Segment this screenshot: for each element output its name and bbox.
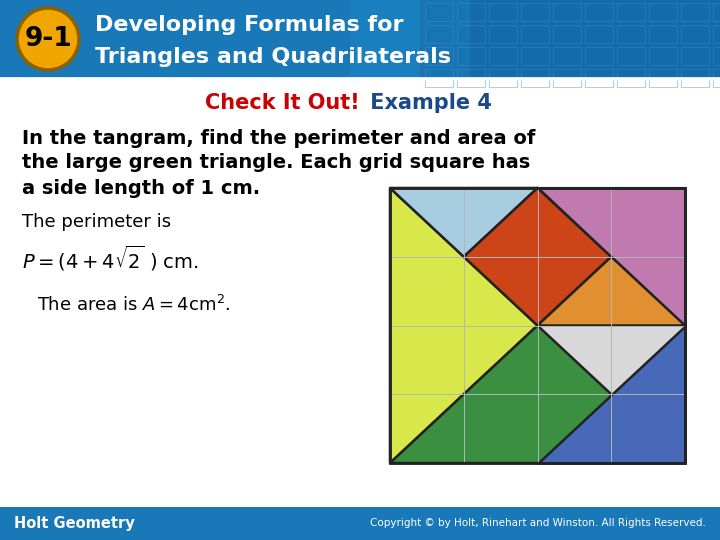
Bar — [649, 69, 677, 87]
Text: In the tangram, find the perimeter and area of: In the tangram, find the perimeter and a… — [22, 129, 536, 147]
Bar — [390, 188, 685, 463]
Bar — [649, 47, 677, 65]
Bar — [681, 25, 709, 43]
Bar — [553, 25, 581, 43]
Bar — [489, 25, 517, 43]
Text: the large green triangle. Each grid square has: the large green triangle. Each grid squa… — [22, 153, 530, 172]
Text: Copyright © by Holt, Rinehart and Winston. All Rights Reserved.: Copyright © by Holt, Rinehart and Winsto… — [370, 518, 706, 529]
Bar — [681, 69, 709, 87]
Bar — [617, 3, 645, 21]
Circle shape — [17, 8, 79, 70]
Bar — [553, 3, 581, 21]
Bar — [0, 507, 720, 540]
Text: Check It Out!: Check It Out! — [205, 93, 360, 113]
Bar — [521, 3, 549, 21]
Bar — [617, 47, 645, 65]
Bar — [457, 69, 485, 87]
Polygon shape — [538, 326, 685, 463]
Text: Holt Geometry: Holt Geometry — [14, 516, 135, 531]
Text: a side length of 1 cm.: a side length of 1 cm. — [22, 179, 260, 198]
Bar — [425, 3, 453, 21]
Bar — [585, 25, 613, 43]
Bar — [585, 3, 613, 21]
Polygon shape — [538, 188, 685, 326]
Bar — [713, 69, 720, 87]
Bar — [617, 69, 645, 87]
Bar — [521, 25, 549, 43]
Bar — [489, 47, 517, 65]
Bar — [390, 188, 685, 463]
Text: Triangles and Quadrilaterals: Triangles and Quadrilaterals — [95, 47, 451, 67]
Bar — [521, 69, 549, 87]
Bar — [425, 25, 453, 43]
Bar — [425, 47, 453, 65]
Bar — [420, 0, 720, 78]
Bar — [713, 25, 720, 43]
Polygon shape — [538, 256, 685, 326]
Bar — [489, 3, 517, 21]
Text: 9-1: 9-1 — [24, 26, 72, 52]
Text: Example 4: Example 4 — [363, 93, 492, 113]
Bar — [350, 0, 470, 78]
Polygon shape — [390, 188, 538, 256]
Text: The perimeter is: The perimeter is — [22, 213, 171, 231]
Bar — [425, 69, 453, 87]
Bar — [521, 47, 549, 65]
Text: $P = (4 + 4\sqrt{2}\ )$ cm.: $P = (4 + 4\sqrt{2}\ )$ cm. — [22, 244, 199, 273]
Text: The area is $A = 4\mathrm{cm}^2$.: The area is $A = 4\mathrm{cm}^2$. — [37, 295, 230, 315]
Bar — [457, 47, 485, 65]
Bar — [553, 69, 581, 87]
Polygon shape — [464, 188, 611, 326]
Bar — [649, 25, 677, 43]
Text: Developing Formulas for: Developing Formulas for — [95, 15, 403, 35]
Bar — [0, 0, 720, 78]
Bar — [649, 3, 677, 21]
Bar — [713, 47, 720, 65]
Bar — [713, 3, 720, 21]
Bar — [585, 69, 613, 87]
Bar — [457, 3, 485, 21]
Polygon shape — [390, 326, 685, 463]
Bar — [457, 25, 485, 43]
Bar — [617, 25, 645, 43]
Bar — [489, 69, 517, 87]
Bar — [681, 3, 709, 21]
Bar — [585, 47, 613, 65]
Bar — [681, 47, 709, 65]
Bar — [553, 47, 581, 65]
Polygon shape — [390, 188, 538, 463]
